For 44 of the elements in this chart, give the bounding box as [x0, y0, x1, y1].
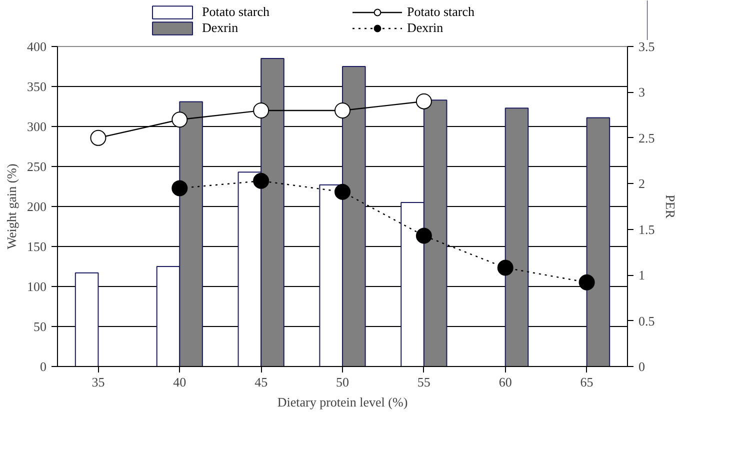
bar — [586, 117, 610, 366]
x-tick-label: 60 — [498, 374, 512, 390]
x-axis-title: Dietary protein level (%) — [277, 394, 408, 410]
y2-tick-label: 2.5 — [638, 130, 655, 146]
y-tick-label: 250 — [27, 159, 46, 174]
x-tick-label: 45 — [254, 374, 268, 390]
y-tick-label: 0 — [40, 359, 46, 374]
x-tick-label: 50 — [336, 374, 349, 390]
y-tick-label: 50 — [34, 319, 46, 334]
y-tick-label: 350 — [27, 79, 46, 94]
point — [334, 184, 350, 200]
y2-tick-label: 1.5 — [638, 222, 655, 237]
point — [253, 102, 270, 118]
x-tick-label: 65 — [580, 374, 594, 390]
y-axis-title: Weight gain (%) — [4, 164, 19, 250]
legend-label: Potato starch — [407, 4, 476, 20]
point — [578, 274, 595, 290]
point — [416, 93, 432, 110]
bar — [74, 272, 99, 366]
point — [497, 260, 514, 276]
y-tick-label: 100 — [27, 279, 46, 294]
point — [172, 112, 188, 128]
legend-label: Potato starch — [202, 4, 271, 20]
bar — [504, 108, 529, 366]
y2-axis-title: PER — [662, 194, 678, 219]
point — [334, 102, 350, 118]
y2-tick-label: 3 — [638, 84, 645, 100]
y-tick-label: 200 — [27, 199, 46, 214]
y-tick-label: 150 — [27, 239, 46, 254]
point — [172, 180, 188, 196]
legend-label: Dexrin — [407, 20, 444, 36]
y2-tick-label: 0 — [638, 359, 645, 374]
point — [416, 228, 432, 244]
y2-tick-label: 0.5 — [638, 313, 655, 328]
y2-tick-label: 1 — [638, 268, 645, 283]
x-tick-label: 35 — [92, 374, 105, 390]
x-tick-label: 40 — [173, 374, 186, 390]
y-tick-label: 400 — [27, 39, 46, 54]
y2-tick-label: 3.5 — [638, 39, 655, 54]
legend-label: Dexrin — [202, 20, 240, 36]
y2-tick-label: 2 — [638, 176, 645, 192]
x-tick-label: 55 — [417, 374, 430, 390]
point — [253, 172, 270, 189]
y-tick-label: 300 — [27, 119, 46, 134]
